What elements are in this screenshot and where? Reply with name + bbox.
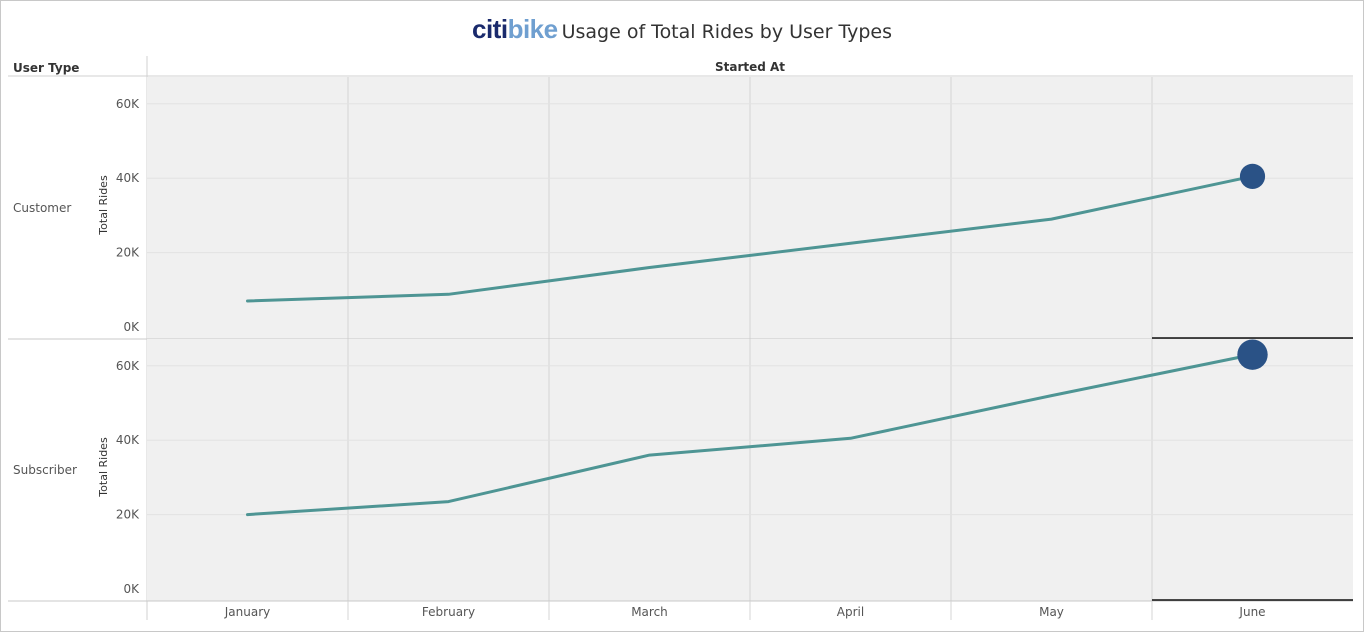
x-tick-label: May xyxy=(1039,605,1064,619)
row-label-subscriber: Subscriber xyxy=(13,463,77,477)
panels: 0K 20K 40K 60K Total Rides Customer 0K 20K 40K 60… xyxy=(8,77,1353,602)
x-tick-label: March xyxy=(631,605,668,619)
y-tick-label: 0K xyxy=(123,320,140,334)
last-point-marker xyxy=(1237,339,1268,370)
last-point-marker xyxy=(1239,163,1266,189)
y-axis-title: Total Rides xyxy=(97,175,110,236)
y-tick-label: 60K xyxy=(116,359,140,373)
citibike-logo: citibike xyxy=(471,14,558,44)
y-tick-label: 40K xyxy=(116,433,140,447)
chart-title: citibike Usage of Total Rides by User Typ… xyxy=(0,14,1364,45)
y-tick-label: 20K xyxy=(116,246,140,260)
row-label-customer: Customer xyxy=(13,201,71,215)
x-tick-label: January xyxy=(224,605,271,619)
y-tick-label: 20K xyxy=(116,508,140,522)
x-tick-label: June xyxy=(1238,605,1265,619)
x-tick-label: April xyxy=(837,605,864,619)
series-line-subscriber xyxy=(246,353,1254,517)
x-tick-label: February xyxy=(422,605,475,619)
x-axis-labels: January February March April May June xyxy=(224,601,1266,620)
y-tick-label: 60K xyxy=(116,97,140,111)
row-header-user-type: User Type xyxy=(13,61,79,75)
y-tick-label: 40K xyxy=(116,171,140,185)
series-line-customer xyxy=(246,174,1254,303)
y-tick-label: 0K xyxy=(123,582,140,596)
chart-title-text: Usage of Total Rides by User Types xyxy=(561,21,892,43)
panel-subscriber: 0K 20K 40K 60K Total Rides Subscriber xyxy=(8,339,1353,602)
panel-customer: 0K 20K 40K 60K Total Rides Customer xyxy=(8,77,1353,340)
y-axis-title: Total Rides xyxy=(97,437,110,498)
column-header-started-at: Started At xyxy=(715,60,785,74)
